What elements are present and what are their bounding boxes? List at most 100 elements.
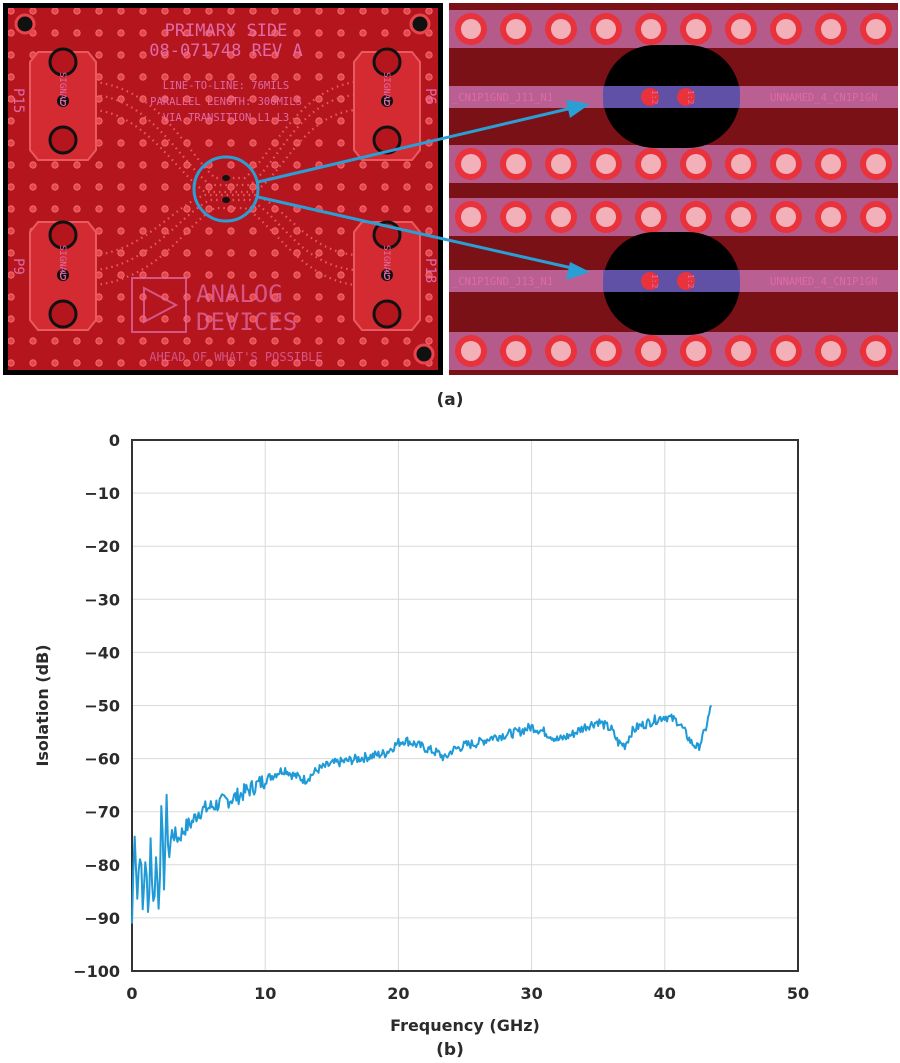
pad-center-icon — [461, 207, 481, 227]
mount-hole-icon — [409, 13, 431, 35]
pad-center-icon — [641, 207, 661, 227]
pad-center-icon — [596, 341, 616, 361]
x-tick-label: 30 — [520, 984, 542, 1003]
y-tick-label: −20 — [84, 537, 120, 556]
pad-center-icon — [866, 341, 886, 361]
pad-center-icon — [821, 19, 841, 39]
y-tick-label: −60 — [84, 750, 120, 769]
pad-center-icon — [641, 341, 661, 361]
pad-center-icon — [506, 154, 526, 174]
pad-center-icon — [866, 154, 886, 174]
pad-center-icon — [686, 341, 706, 361]
pad-center-icon — [461, 341, 481, 361]
pad-center-icon — [461, 19, 481, 39]
net-label-top-right: UNNAMED_4_CN1P1GN — [770, 92, 877, 104]
y-tick-label: −50 — [84, 697, 120, 716]
pad-center-icon — [641, 154, 661, 174]
x-tick-label: 10 — [254, 984, 276, 1003]
y-tick-label: −100 — [73, 962, 120, 981]
arrow-head-icon — [566, 100, 590, 118]
arrow-top — [257, 106, 573, 184]
logo-devices: DEVICES — [196, 308, 297, 336]
isolation-chart: 0 10 20 30 40 50 0 −10 −20 −30 −40 −50 −60 −70 −80 −90… — [33, 431, 809, 1035]
arrow-bottom — [257, 195, 573, 270]
board-part-number: 08-071748 REV A — [149, 41, 303, 61]
pad-center-icon — [551, 207, 571, 227]
y-tick-label: 0 — [109, 431, 120, 450]
center-via-icon — [222, 197, 230, 203]
pad-center-icon — [596, 19, 616, 39]
board-tagline: AHEAD OF WHAT'S POSSIBLE — [149, 350, 322, 364]
pad-center-icon — [551, 154, 571, 174]
y-axis-title: Isolation (dB) — [33, 644, 52, 766]
via-icon — [677, 272, 695, 290]
net-label-bottom-right: UNNAMED_4_CN1P1GN — [770, 276, 877, 288]
port-label-p15: P15 — [10, 88, 26, 113]
x-axis-title: Frequency (GHz) — [390, 1016, 540, 1035]
spec-via-transition: VIA TRANSITION L1-L3 — [163, 112, 289, 124]
pad-center-icon — [731, 207, 751, 227]
net-label-bottom-left: _CN1P1GND_J13_N1 — [452, 276, 553, 288]
plot-frame — [131, 439, 799, 972]
chart-grid — [131, 439, 799, 972]
pad-center-icon — [686, 154, 706, 174]
x-tick-label: 20 — [387, 984, 409, 1003]
board-title: PRIMARY SIDE — [165, 21, 288, 41]
connector-pad-tl — [29, 47, 97, 161]
pad-g-label: G — [383, 269, 390, 283]
port-label-p18: P18 — [422, 258, 438, 283]
pad-center-icon — [821, 207, 841, 227]
pad-center-icon — [821, 341, 841, 361]
pad-g-label: G — [59, 95, 66, 109]
spec-line-to-line: LINE-TO-LINE: 76MILS — [163, 80, 289, 92]
connector-pad-bl — [29, 220, 97, 331]
y-tick-label: −40 — [84, 643, 120, 662]
pad-signal-label: SIGNAL — [381, 72, 391, 105]
zoom-arrows — [257, 100, 590, 280]
pad-center-icon — [506, 341, 526, 361]
y-tick-label: −70 — [84, 803, 120, 822]
pad-g-label: G — [383, 95, 390, 109]
via-icon — [641, 88, 659, 106]
via-icon — [677, 88, 695, 106]
logo-analog: ANALOG — [196, 280, 283, 308]
pad-signal-label: SIGNAL — [381, 245, 391, 278]
pad-center-icon — [776, 154, 796, 174]
y-tick-label: −90 — [84, 909, 120, 928]
isolation-series-line — [131, 704, 713, 924]
pad-center-icon — [506, 19, 526, 39]
via-icon — [641, 272, 659, 290]
via-label: 1:2 — [650, 90, 659, 105]
x-tick-label: 0 — [126, 984, 137, 1003]
mount-hole-icon — [14, 13, 36, 35]
y-tick-label: −30 — [84, 590, 120, 609]
y-tick-label: −10 — [84, 484, 120, 503]
via-label: 1:2 — [650, 274, 659, 289]
via-label: 1:2 — [686, 274, 695, 289]
pad-center-icon — [866, 19, 886, 39]
zoom-pads — [455, 13, 892, 367]
pcb-board-panel: G G G G SIGNAL SIGNAL SIGNAL SIGNAL P15 … — [3, 3, 443, 375]
pad-center-icon — [866, 207, 886, 227]
pad-center-icon — [461, 154, 481, 174]
pad-center-icon — [596, 154, 616, 174]
pad-center-icon — [731, 341, 751, 361]
x-tick-label: 40 — [654, 984, 676, 1003]
x-tick-labels: 0 10 20 30 40 50 — [126, 984, 809, 1003]
spec-parallel-length: PARALLEL LENGTH: 300MILS — [150, 96, 302, 108]
pad-center-icon — [686, 19, 706, 39]
pad-center-icon — [776, 207, 796, 227]
zoom-highlight-circle — [192, 155, 260, 223]
pad-center-icon — [821, 154, 841, 174]
zoom-panel: 1:2 1:2 1:2 1:2 _CN1P1GND_J11_N1 UNNAMED… — [449, 3, 898, 375]
pad-g-label: G — [59, 269, 66, 283]
pad-center-icon — [596, 207, 616, 227]
caption-a: (a) — [436, 390, 464, 410]
pad-center-icon — [776, 341, 796, 361]
x-tick-label: 50 — [787, 984, 809, 1003]
pad-center-icon — [731, 19, 751, 39]
pad-signal-label: SIGNAL — [57, 245, 67, 278]
y-tick-label: −80 — [84, 856, 120, 875]
pad-center-icon — [506, 207, 526, 227]
trace-fence — [94, 80, 356, 287]
